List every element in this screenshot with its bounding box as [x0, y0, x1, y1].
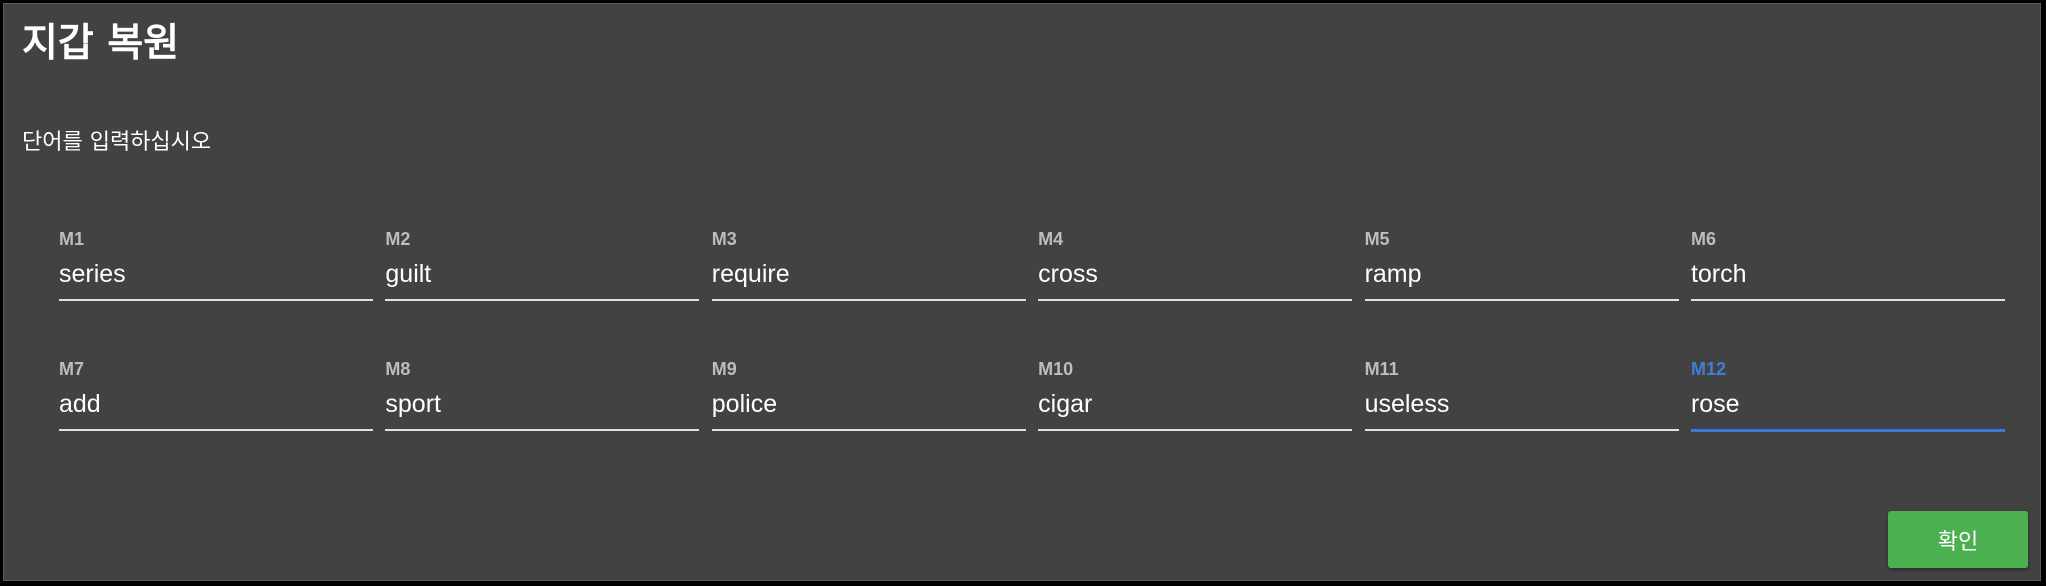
mnemonic-label-10: M10: [1038, 359, 1074, 379]
confirm-button[interactable]: 확인: [1888, 511, 2028, 568]
mnemonic-label-6: M6: [1690, 229, 1716, 249]
mnemonic-field-6: M6: [1690, 228, 2005, 308]
mnemonic-input-8[interactable]: [385, 382, 700, 431]
mnemonic-field-10: M10: [1038, 358, 1353, 438]
mnemonic-input-6[interactable]: [1690, 252, 2005, 301]
mnemonic-input-3[interactable]: [711, 252, 1026, 301]
instruction-text: 단어를 입력하십시오: [22, 130, 212, 155]
mnemonic-field-9: M9: [711, 358, 1026, 438]
mnemonic-label-5: M5: [1364, 229, 1390, 249]
mnemonic-field-3: M3: [711, 228, 1026, 308]
mnemonic-input-2[interactable]: [385, 252, 700, 301]
mnemonic-label-3: M3: [711, 229, 737, 249]
mnemonic-grid: M1 M2 M3 M4 M5 M6 M7 M8: [59, 228, 2011, 438]
mnemonic-label-2: M2: [385, 229, 411, 249]
mnemonic-label-11: M11: [1364, 359, 1399, 379]
mnemonic-label-1: M1: [59, 229, 85, 249]
mnemonic-field-2: M2: [385, 228, 700, 308]
mnemonic-field-1: M1: [59, 228, 373, 308]
mnemonic-label-9: M9: [711, 359, 737, 379]
dialog-title: 지갑 복원: [22, 21, 180, 66]
restore-wallet-dialog: 지갑 복원 단어를 입력하십시오 M1 M2 M3 M4 M5 M6 M7: [3, 3, 2041, 581]
mnemonic-field-4: M4: [1038, 228, 1353, 308]
mnemonic-label-7: M7: [59, 359, 85, 379]
mnemonic-input-1[interactable]: [59, 252, 373, 301]
mnemonic-field-8: M8: [385, 358, 700, 438]
mnemonic-field-7: M7: [59, 358, 373, 438]
mnemonic-input-12[interactable]: [1690, 382, 2005, 432]
mnemonic-input-9[interactable]: [711, 382, 1026, 431]
mnemonic-field-5: M5: [1364, 228, 1679, 308]
mnemonic-input-5[interactable]: [1364, 252, 1679, 301]
mnemonic-label-12: M12: [1690, 359, 1726, 379]
mnemonic-label-4: M4: [1038, 229, 1064, 249]
mnemonic-field-12: M12: [1690, 358, 2005, 438]
mnemonic-field-11: M11: [1364, 358, 1679, 438]
mnemonic-input-7[interactable]: [59, 382, 373, 431]
mnemonic-input-11[interactable]: [1364, 382, 1679, 431]
mnemonic-input-4[interactable]: [1038, 252, 1353, 301]
mnemonic-input-10[interactable]: [1038, 382, 1353, 431]
mnemonic-label-8: M8: [385, 359, 411, 379]
